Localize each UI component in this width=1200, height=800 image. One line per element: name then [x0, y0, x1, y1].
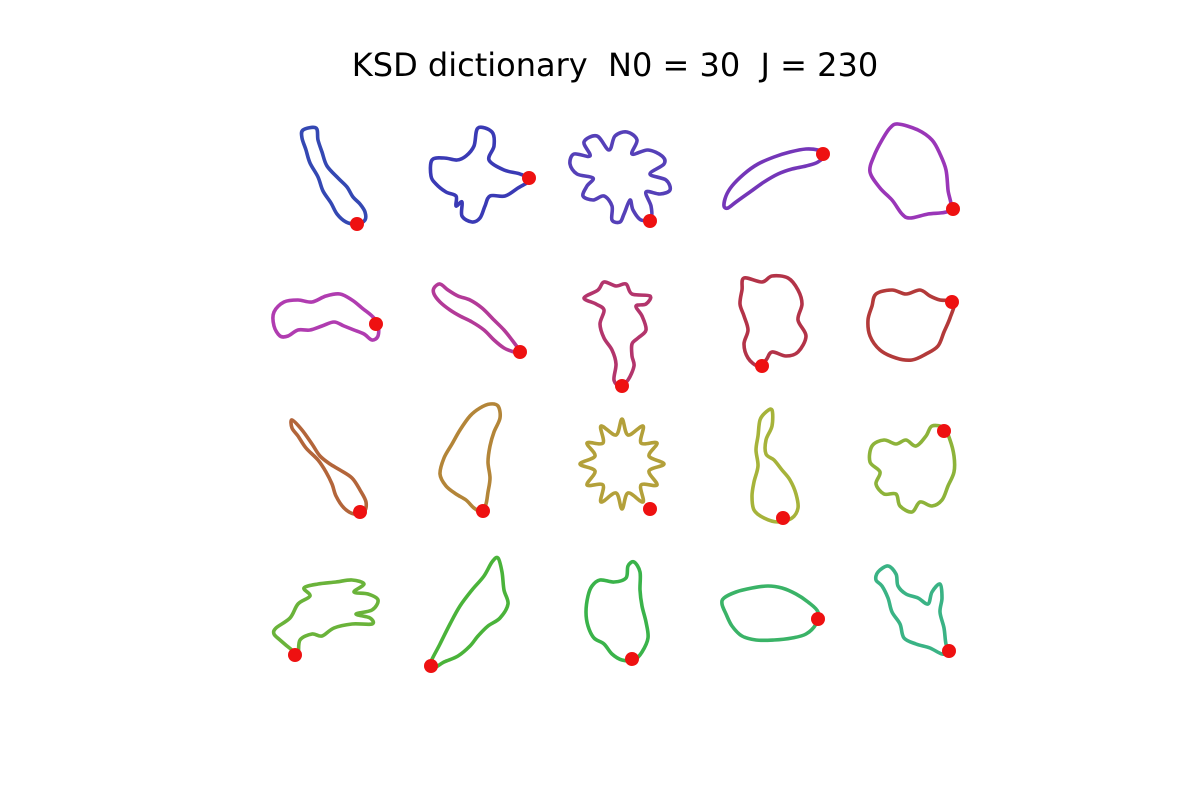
shape-20-rabbit: [873, 564, 956, 658]
shape-9-contour: [738, 273, 808, 368]
shape-20-start-point: [942, 644, 956, 658]
shape-16-contour: [271, 578, 380, 657]
shape-10-contour: [866, 288, 957, 363]
shape-19-horizontal-oval: [720, 584, 825, 643]
shape-15-start-point: [937, 424, 951, 438]
shape-17-start-point: [424, 659, 438, 673]
shape-16-flying-bird: [271, 578, 380, 662]
shape-14-seahorse: [750, 407, 800, 525]
shape-3-start-point: [643, 214, 657, 228]
shape-20-contour: [873, 564, 952, 657]
shape-6-contour: [271, 292, 381, 342]
shape-11-guitar: [289, 418, 369, 519]
shape-4-start-point: [816, 147, 830, 161]
shape-19-contour: [720, 584, 821, 643]
shape-6-wavy-bar: [271, 292, 383, 342]
shape-15-bird: [867, 423, 957, 514]
shape-18-flask: [584, 559, 650, 666]
shape-1-start-point: [350, 217, 364, 231]
shape-18-start-point: [625, 652, 639, 666]
shape-4-crescent: [722, 147, 830, 211]
shape-10-rounded-blob: [866, 288, 959, 363]
shape-7-diagonal-fish: [431, 282, 527, 359]
shape-3-nine-lobe-flower: [568, 130, 673, 228]
shape-17-diagonal-leaf: [424, 555, 510, 673]
shape-5-start-point: [946, 202, 960, 216]
shape-12-tall-leaf: [438, 402, 503, 518]
shape-7-start-point: [513, 345, 527, 359]
shape-9-start-point: [755, 359, 769, 373]
shape-13-contour: [578, 417, 666, 511]
shape-14-start-point: [776, 511, 790, 525]
shape-5-contour: [868, 122, 953, 220]
figure-title: KSD dictionary N0 = 30 J = 230: [351, 46, 879, 84]
shape-9-irregular-blob: [738, 273, 808, 373]
shape-18-contour: [584, 559, 650, 663]
shape-11-start-point: [353, 505, 367, 519]
shape-7-contour: [431, 282, 524, 356]
shape-6-start-point: [369, 317, 383, 331]
shape-10-start-point: [945, 295, 959, 309]
shape-15-contour: [867, 423, 957, 514]
shape-13-twelve-point-star: [578, 417, 666, 516]
shape-4-contour: [722, 147, 828, 211]
shape-3-contour: [568, 130, 673, 225]
shape-12-start-point: [476, 504, 490, 518]
shape-14-contour: [750, 407, 800, 524]
shape-19-start-point: [811, 612, 825, 626]
shape-8-contour: [582, 280, 653, 388]
shape-8-start-point: [615, 379, 629, 393]
shape-16-start-point: [288, 648, 302, 662]
shape-2-start-point: [522, 171, 536, 185]
shape-5-pentagon-frame: [868, 122, 960, 220]
shape-11-contour: [289, 418, 369, 517]
shape-2-contour: [428, 125, 532, 224]
shape-1-contour: [299, 125, 368, 226]
shape-12-contour: [438, 402, 503, 514]
shape-2-four-arm-cross: [428, 125, 536, 224]
shape-17-contour: [427, 555, 510, 670]
shape-8-bird-head: [582, 280, 653, 393]
shape-13-start-point: [643, 502, 657, 516]
shape-1-elongated-leaf: [299, 125, 368, 231]
